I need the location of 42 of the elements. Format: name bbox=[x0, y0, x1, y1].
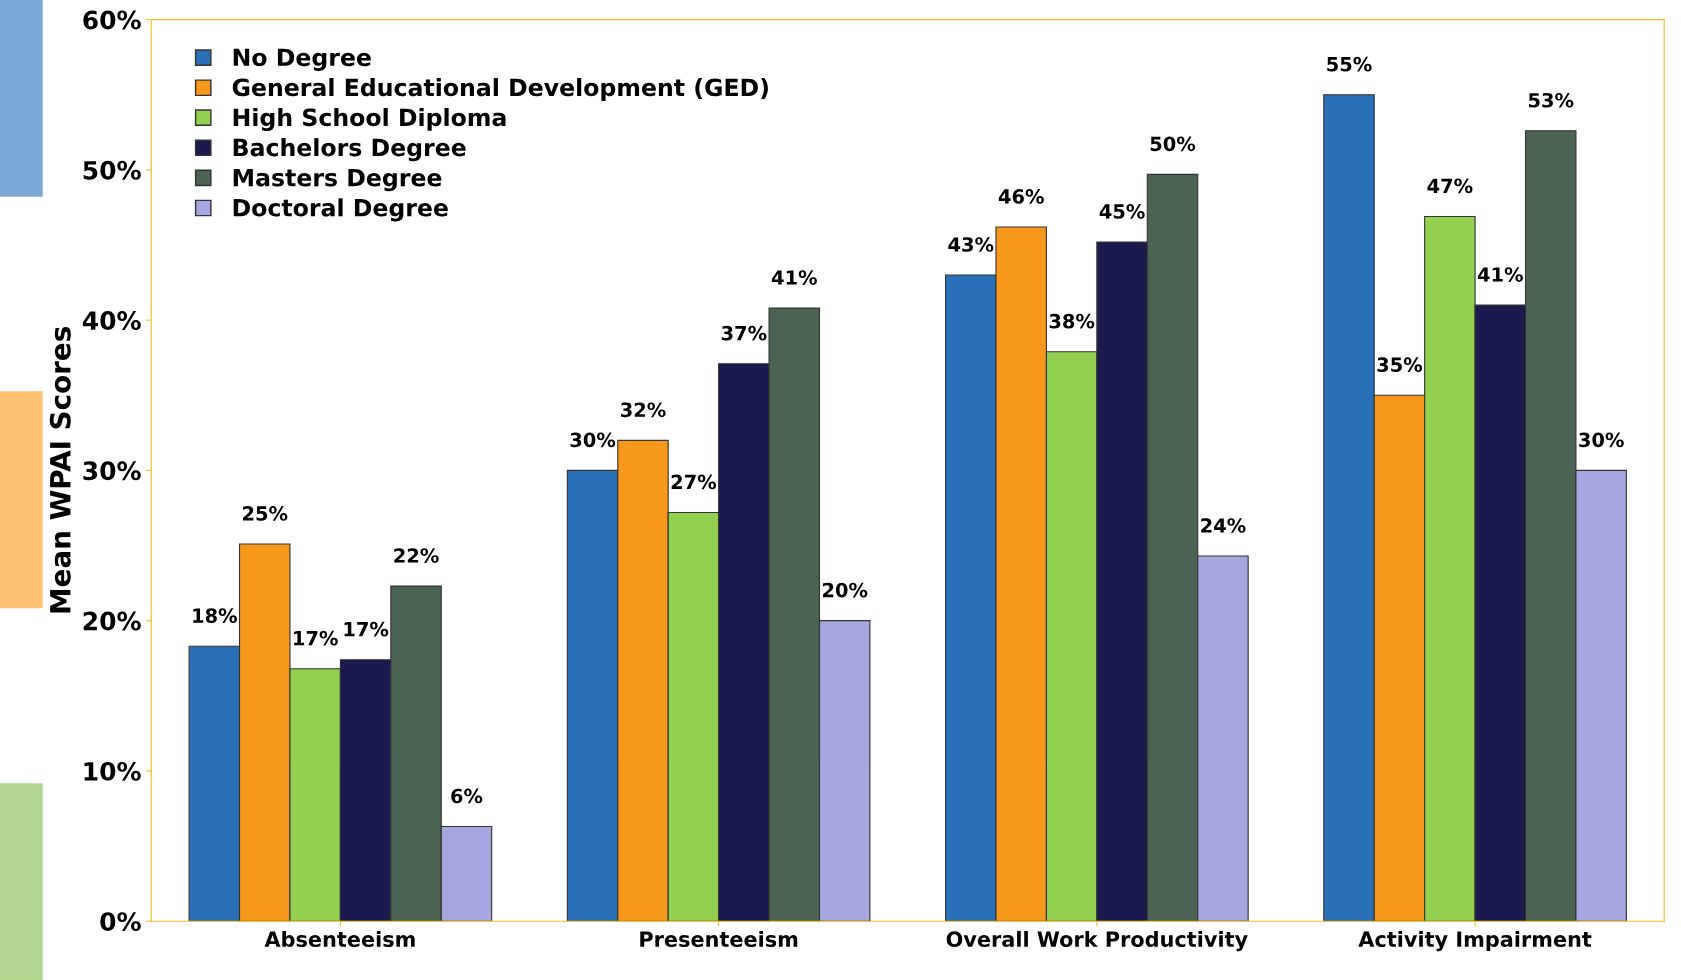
legend-label: Doctoral Degree bbox=[233, 198, 448, 222]
x-tick-label: Overall Work Productivity bbox=[946, 930, 1248, 952]
y-tick-label: 30% bbox=[83, 461, 141, 481]
data-label: 24% bbox=[1201, 518, 1246, 533]
data-label: 18% bbox=[193, 608, 237, 623]
data-label: 43% bbox=[948, 237, 994, 252]
y-tick-label: 10% bbox=[84, 761, 141, 781]
y-tick-label: 40% bbox=[82, 311, 141, 330]
data-label: 55% bbox=[1327, 56, 1372, 72]
data-label: 25% bbox=[243, 506, 288, 521]
data-label: 30% bbox=[570, 432, 616, 448]
data-label: 27% bbox=[671, 474, 717, 490]
data-label: 50% bbox=[1150, 136, 1196, 152]
data-label: 20% bbox=[822, 582, 868, 598]
legend-label: Masters Degree bbox=[233, 168, 442, 192]
y-tick-label: 20% bbox=[83, 611, 141, 631]
data-label: 37% bbox=[721, 325, 767, 341]
data-label: 30% bbox=[1579, 432, 1624, 448]
y-tick-label: 60% bbox=[83, 10, 141, 30]
data-label: 46% bbox=[998, 189, 1044, 204]
legend-label: High School Diploma bbox=[233, 107, 506, 132]
data-label: 53% bbox=[1528, 92, 1574, 108]
data-label: 6% bbox=[451, 788, 483, 804]
legend-label: No Degree bbox=[233, 48, 371, 71]
legend-label: General Educational Development (GED) bbox=[232, 78, 768, 101]
data-label: 45% bbox=[1099, 204, 1145, 219]
data-label: 35% bbox=[1377, 357, 1423, 373]
data-label: 32% bbox=[621, 402, 666, 418]
data-label: 17% bbox=[294, 630, 338, 646]
data-label: 41% bbox=[771, 270, 817, 285]
data-label: 22% bbox=[394, 548, 439, 563]
x-tick-label: Absenteeism bbox=[264, 930, 415, 948]
data-label: 41% bbox=[1477, 267, 1523, 282]
legend-label: Bachelors Degree bbox=[233, 138, 466, 162]
y-tick-label: 0% bbox=[100, 912, 141, 932]
data-label: 38% bbox=[1049, 313, 1095, 329]
y-axis-title: Mean WPAI Scores bbox=[49, 327, 71, 613]
data-label: 47% bbox=[1427, 178, 1473, 194]
x-tick-label: Activity Impairment bbox=[1358, 930, 1592, 952]
y-tick-label: 50% bbox=[83, 160, 141, 180]
x-tick-label: Presenteeism bbox=[640, 930, 798, 948]
data-label: 17% bbox=[344, 621, 389, 637]
